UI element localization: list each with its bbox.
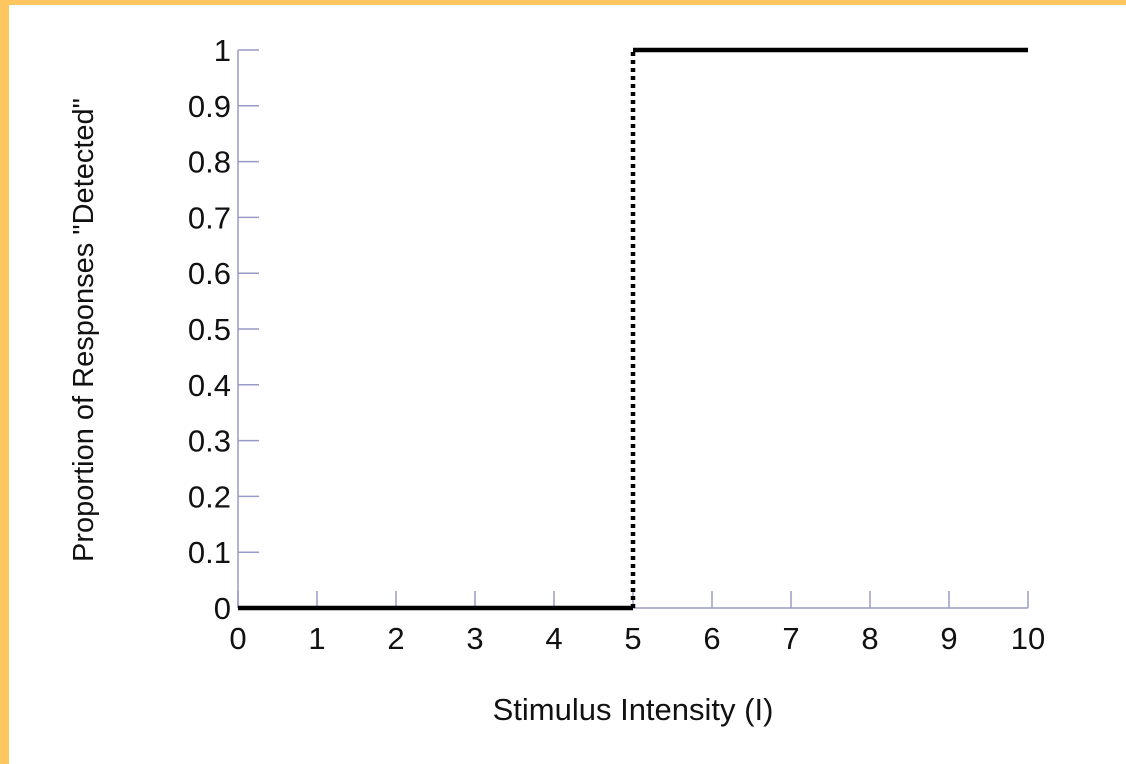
x-tick-label: 8 (861, 621, 878, 656)
x-ticks-group: 0 1 2 3 4 5 6 7 8 9 10 (229, 591, 1045, 656)
y-tick-label: 0.7 (188, 200, 231, 235)
y-tick-label: 0.2 (188, 479, 231, 514)
series-group (238, 47, 1028, 611)
x-tick-label: 0 (229, 621, 246, 656)
x-tick-label: 10 (1011, 621, 1045, 656)
x-tick-label: 9 (940, 621, 957, 656)
y-tick-label: 0.6 (188, 256, 231, 291)
y-tick-label: 0.9 (188, 89, 231, 124)
y-tick-label: 0.8 (188, 145, 231, 180)
x-tick-label: 7 (782, 621, 799, 656)
frame-border-top (0, 0, 1126, 5)
y-tick-label: 1 (214, 33, 231, 68)
frame-border-left (0, 0, 9, 764)
y-tick-label: 0.1 (188, 535, 231, 570)
x-tick-label: 4 (545, 621, 562, 656)
x-axis-label: Stimulus Intensity (I) (493, 692, 774, 727)
y-tick-label: 0.4 (188, 368, 231, 403)
y-axis-label: Proportion of Responses "Detected" (68, 98, 100, 562)
y-ticks-group: 0 0.1 0.2 0.3 0.4 0.5 0.6 0.7 0.8 0.9 1 (188, 33, 259, 626)
y-tick-label: 0.5 (188, 312, 231, 347)
x-tick-label: 5 (624, 621, 641, 656)
y-tick-label: 0 (214, 591, 231, 626)
x-tick-label: 6 (703, 621, 720, 656)
x-tick-label: 1 (308, 621, 325, 656)
y-tick-label: 0.3 (188, 424, 231, 459)
x-tick-label: 3 (466, 621, 483, 656)
x-tick-label: 2 (387, 621, 404, 656)
